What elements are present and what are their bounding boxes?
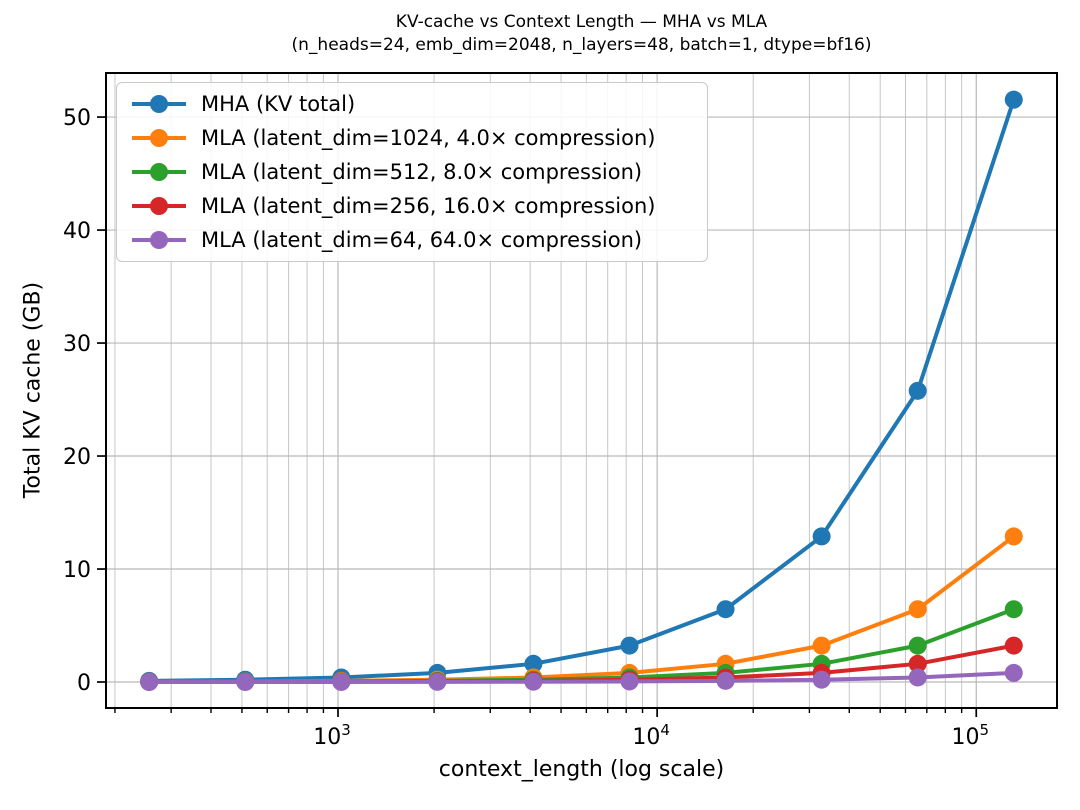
series-line-1 bbox=[147, 534, 1016, 684]
y-tick-label: 30 bbox=[63, 332, 91, 357]
y-tick-label: 40 bbox=[63, 219, 91, 244]
series-marker-4 bbox=[332, 672, 351, 691]
series-marker-0 bbox=[812, 527, 831, 546]
legend-swatch bbox=[132, 163, 186, 181]
series-marker-0 bbox=[1004, 90, 1023, 109]
series-marker-2 bbox=[908, 636, 927, 655]
legend-item-label: MLA (latent_dim=256, 16.0× compression) bbox=[201, 194, 656, 218]
legend-item-3: MLA (latent_dim=256, 16.0× compression) bbox=[117, 189, 707, 223]
series-marker-4 bbox=[812, 670, 831, 689]
series-marker-0 bbox=[524, 654, 543, 673]
series-marker-0 bbox=[620, 636, 639, 655]
x-axis-label: context_length (log scale) bbox=[438, 757, 725, 782]
plot-frame bbox=[105, 72, 1058, 709]
legend-item-label: MHA (KV total) bbox=[201, 92, 356, 116]
legend-swatch bbox=[132, 129, 186, 147]
series-marker-4 bbox=[140, 672, 159, 691]
y-tick-label: 50 bbox=[63, 106, 91, 131]
series-marker-2 bbox=[1004, 600, 1023, 619]
series-marker-0 bbox=[716, 600, 735, 619]
legend: MHA (KV total) MLA (latent_dim=1024, 4.0×… bbox=[116, 82, 708, 262]
series-marker-4 bbox=[716, 671, 735, 690]
series-line-4 bbox=[147, 670, 1016, 684]
legend-swatch bbox=[132, 95, 186, 113]
legend-item-label: MLA (latent_dim=1024, 4.0× compression) bbox=[201, 126, 656, 150]
series-marker-4 bbox=[908, 668, 927, 687]
series-marker-1 bbox=[908, 600, 927, 619]
series-marker-3 bbox=[908, 654, 927, 673]
series-marker-4 bbox=[1004, 663, 1023, 682]
series-marker-1 bbox=[1004, 527, 1023, 546]
y-axis-label: Total KV cache (GB) bbox=[20, 281, 46, 499]
legend-swatch bbox=[132, 197, 186, 215]
series-line-0 bbox=[147, 97, 1016, 683]
legend-swatch bbox=[132, 231, 186, 249]
y-tick-label: 10 bbox=[63, 558, 91, 583]
legend-item-2: MLA (latent_dim=512, 8.0× compression) bbox=[117, 155, 707, 189]
legend-item-label: MLA (latent_dim=64, 64.0× compression) bbox=[201, 228, 643, 252]
series-marker-4 bbox=[524, 672, 543, 691]
series-marker-1 bbox=[812, 636, 831, 655]
series-marker-0 bbox=[908, 381, 927, 400]
x-tick-label: 104 bbox=[632, 721, 670, 750]
x-tick-label: 105 bbox=[951, 721, 989, 750]
x-tick-label: 103 bbox=[313, 721, 351, 750]
chart-title: KV-cache vs Context Length — MHA vs MLA bbox=[395, 12, 768, 32]
series-marker-3 bbox=[1004, 636, 1023, 655]
chart-subtitle: (n_heads=24, emb_dim=2048, n_layers=48, … bbox=[291, 35, 872, 55]
legend-item-0: MHA (KV total) bbox=[117, 87, 707, 121]
y-tick-label: 0 bbox=[77, 671, 91, 696]
legend-item-4: MLA (latent_dim=64, 64.0× compression) bbox=[117, 223, 707, 257]
y-tick-label: 20 bbox=[63, 445, 91, 470]
series-marker-4 bbox=[428, 672, 447, 691]
legend-item-1: MLA (latent_dim=1024, 4.0× compression) bbox=[117, 121, 707, 155]
series-marker-4 bbox=[620, 672, 639, 691]
series-marker-4 bbox=[236, 672, 255, 691]
legend-item-label: MLA (latent_dim=512, 8.0× compression) bbox=[201, 160, 643, 184]
chart-title-block: KV-cache vs Context Length — MHA vs MLA … bbox=[106, 11, 1057, 57]
